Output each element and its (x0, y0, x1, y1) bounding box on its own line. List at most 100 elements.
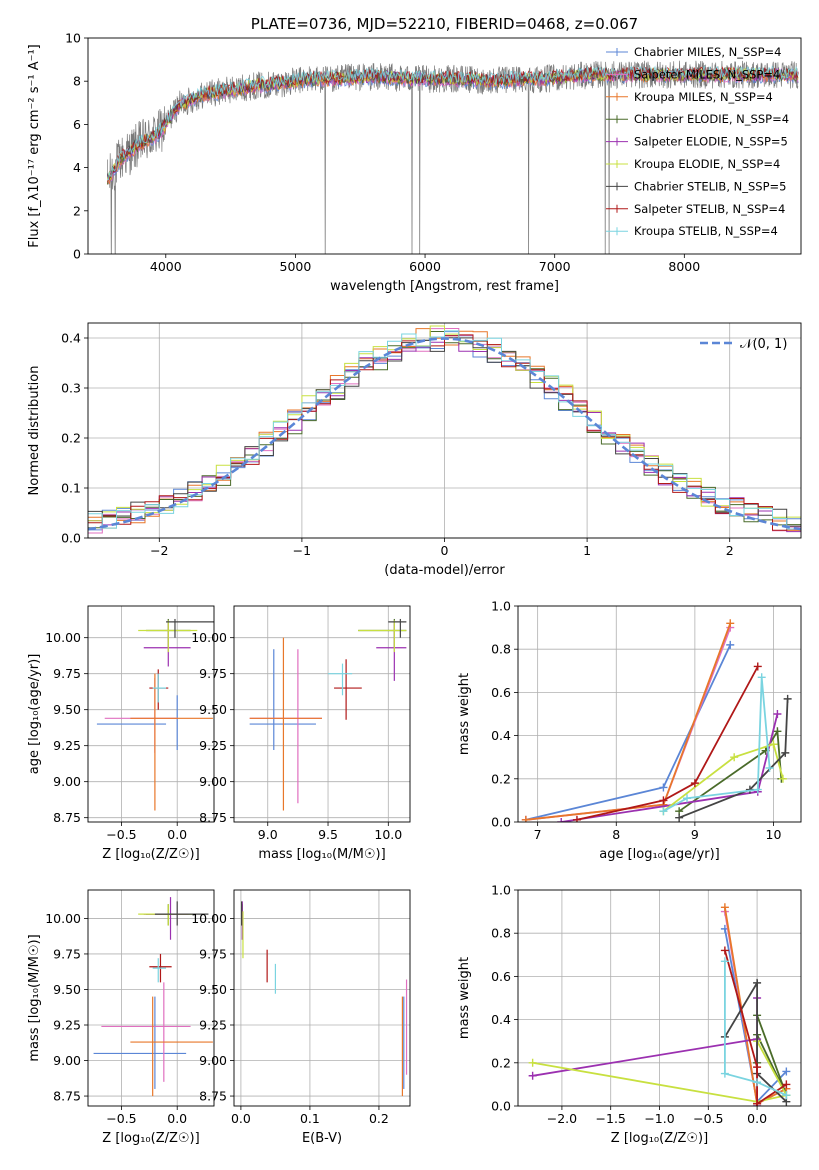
legend-entry: Kroupa STELIB, N_SSP=4 (634, 224, 778, 238)
series-marker (753, 1078, 762, 1087)
x-tick-label: 9 (691, 827, 699, 842)
series-marker (765, 764, 774, 772)
series-marker (683, 794, 692, 803)
legend-entry: Chabrier MILES, N_SSP=4 (634, 45, 781, 59)
axes-frame (87, 322, 802, 539)
x-tick-label: 0.0 (167, 1111, 187, 1126)
series-marker (757, 673, 766, 682)
series-marker (659, 783, 668, 792)
y-tick-label: 9.00 (199, 1053, 227, 1068)
x-tick-label: −0.5 (693, 1111, 723, 1126)
axes-frame (87, 605, 215, 823)
x-tick-label: 0.1 (300, 1111, 320, 1126)
series-marker (781, 748, 790, 757)
x-tick-label: 9.0 (258, 827, 278, 842)
series-marker (557, 818, 566, 822)
y-tick-label: 9.50 (199, 982, 227, 997)
y-axis-label: mass [log₁₀(M/M☉)] (27, 934, 42, 1061)
axes-frame (233, 605, 411, 823)
x-axis-label: Z [log₁₀(Z/Z☉)] (102, 847, 199, 862)
series-marker (730, 753, 739, 762)
x-axis-label: (data-model)/error (384, 563, 505, 578)
panel-plot-area (88, 325, 801, 534)
series-marker (782, 1080, 791, 1089)
panel-weight_vs_age: 7 8 9 10 0.0 0.2 0.4 0.6 0.8 1.0 age [log₁₀(age/yr… (457, 599, 802, 862)
x-tick-label: −2 (150, 543, 168, 558)
y-tick-label: 9.25 (53, 738, 81, 753)
legend-entry: Kroupa MILES, N_SSP=4 (634, 90, 773, 104)
y-tick-label: 2 (73, 203, 81, 218)
x-tick-label: 5000 (280, 259, 312, 274)
y-tick-label: 8.75 (199, 1089, 227, 1104)
y-tick-label: 0.8 (491, 926, 511, 941)
y-tick-label: 10.00 (45, 630, 81, 645)
x-tick-label: −0.5 (106, 1111, 136, 1126)
y-tick-label: 10.00 (45, 911, 81, 926)
x-tick-label: −1.0 (644, 1111, 674, 1126)
series-marker (659, 807, 668, 816)
x-tick-label: 10 (766, 827, 782, 842)
series-marker (675, 813, 684, 822)
panel-mass_vs_ebv: 0.0 0.1 0.2 8.75 9.00 9.25 9.50 9.75 10.00 E(B-V) (191, 889, 411, 1146)
normal-curve (88, 337, 801, 531)
y-tick-label: 10.00 (191, 630, 227, 645)
axes-frame (233, 889, 411, 1107)
x-axis-label: wavelength [Angstrom, rest frame] (330, 279, 559, 294)
x-tick-label: 8000 (668, 259, 700, 274)
panel-weight_vs_Z: −2.0 −1.5 −1.0 −0.5 0.0 0.0 0.2 0.4 0.6 0.8 1.0 Z [… (457, 883, 802, 1146)
x-tick-label: 7 (534, 827, 542, 842)
series-line (525, 644, 732, 821)
panel-plot-area (249, 618, 407, 811)
series-line (525, 627, 732, 821)
axes-frame (517, 605, 802, 823)
y-tick-label: 0.6 (491, 685, 511, 700)
x-axis-label: Z [log₁₀(Z/Z☉)] (611, 1131, 708, 1146)
histogram-kroupa_elodie (88, 325, 801, 522)
series-marker (521, 815, 530, 822)
y-tick-label: 8.75 (199, 810, 227, 825)
x-axis-label: Z [log₁₀(Z/Z☉)] (102, 1131, 199, 1146)
series-line (525, 622, 732, 821)
y-tick-label: 9.00 (199, 774, 227, 789)
x-tick-label: 0.0 (747, 1111, 767, 1126)
series-marker (769, 740, 778, 749)
legend-entry: Chabrier ELODIE, N_SSP=4 (634, 112, 789, 126)
y-tick-label: 0.2 (491, 771, 511, 786)
y-tick-label: 9.75 (199, 666, 227, 681)
y-tick-label: 8.75 (53, 810, 81, 825)
y-tick-label: 8 (73, 74, 81, 89)
legend-entry: Salpeter MILES, N_SSP=4 (634, 67, 780, 81)
panel-mass_vs_Z: −0.5 0.0 8.75 9.00 9.25 9.50 9.75 10.00 Z [log₁₀… (27, 889, 215, 1146)
series-marker (753, 785, 762, 794)
y-tick-label: 0.4 (491, 728, 511, 743)
panel-residuals: −2 −1 0 1 2 0.0 0.1 0.2 0.3 0.4 (data-model)/error… (27, 322, 802, 578)
series-marker (778, 774, 787, 783)
series-marker (782, 1067, 791, 1076)
y-axis-label: Flux [f_λ10⁻¹⁷ erg cm⁻² s⁻¹ A⁻¹] (27, 44, 42, 248)
y-tick-label: 0.4 (61, 331, 81, 346)
panel-plot-area (528, 903, 791, 1106)
series-line (532, 1040, 788, 1103)
model-spectrum-chabrier_stelib (106, 66, 799, 180)
series-line (576, 666, 759, 821)
y-tick-label: 9.75 (53, 666, 81, 681)
y-tick-label: 8.75 (53, 1089, 81, 1104)
axes-frame (87, 37, 802, 255)
series-line (724, 961, 787, 1097)
x-tick-label: −1 (293, 543, 311, 558)
axes-frame (517, 889, 802, 1107)
y-tick-label: 9.00 (53, 774, 81, 789)
x-tick-label: 0.0 (231, 1111, 251, 1126)
x-tick-label: 10.0 (374, 827, 402, 842)
series-marker (720, 946, 729, 955)
x-tick-label: 9.5 (318, 827, 338, 842)
legend-entry: Salpeter ELODIE, N_SSP=5 (634, 135, 788, 149)
panel-plot-area (106, 60, 799, 254)
y-tick-label: 9.25 (199, 1018, 227, 1033)
series-marker (773, 727, 782, 736)
legend-entry: Chabrier STELIB, N_SSP=5 (634, 179, 786, 193)
y-tick-label: 9.50 (199, 702, 227, 717)
y-tick-label: 0.2 (61, 431, 81, 446)
legend-entry: Salpeter STELIB, N_SSP=4 (634, 202, 785, 216)
legend-entry: 𝒩(0, 1) (740, 337, 787, 352)
